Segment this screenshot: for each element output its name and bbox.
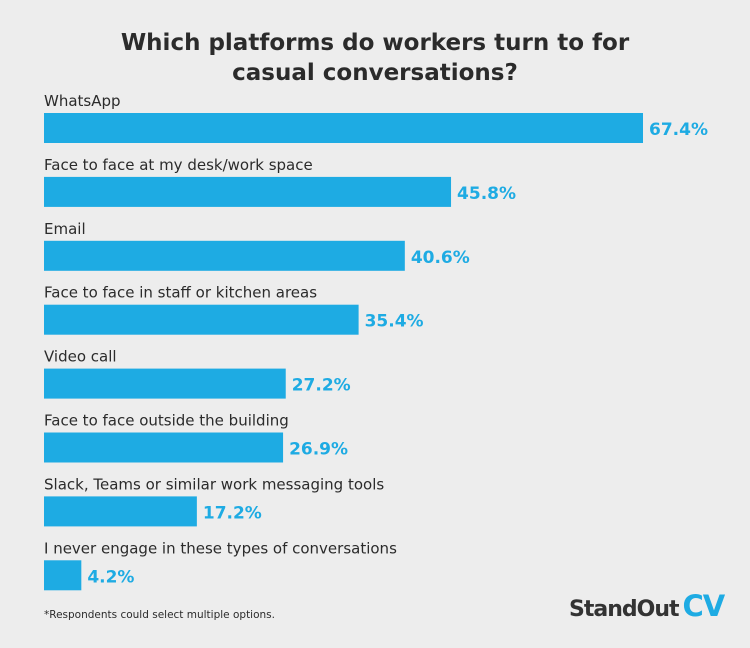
category-label: Slack, Teams or similar work messaging t… <box>44 475 384 493</box>
bar <box>44 240 405 271</box>
bar <box>44 560 82 591</box>
bar <box>44 368 286 399</box>
category-label: Email <box>44 220 86 238</box>
category-label: WhatsApp <box>44 92 121 110</box>
value-label: 17.2% <box>203 503 262 523</box>
value-label: 40.6% <box>411 248 470 268</box>
value-label: 26.9% <box>289 440 348 460</box>
logo-cv-text: CV <box>682 589 726 623</box>
value-label: 45.8% <box>457 184 516 204</box>
category-label: I never engage in these types of convers… <box>44 539 397 557</box>
bar <box>44 432 284 463</box>
category-label: Face to face in staff or kitchen areas <box>44 284 317 302</box>
standout-cv-logo: StandOut CV <box>569 589 726 623</box>
bar <box>44 496 197 527</box>
chart-title: Which platforms do workers turn to for c… <box>0 28 750 88</box>
bar <box>44 176 452 207</box>
category-label: Face to face outside the building <box>44 412 289 430</box>
chart-title-line-1: Which platforms do workers turn to for <box>120 30 630 56</box>
category-label: Face to face at my desk/work space <box>44 156 313 174</box>
footnote: *Respondents could select multiple optio… <box>44 609 275 621</box>
bar <box>44 113 643 143</box>
value-label: 4.2% <box>87 567 134 587</box>
logo-text: StandOut <box>569 597 679 622</box>
bar <box>44 304 359 335</box>
category-label: Video call <box>44 348 117 366</box>
value-label: 35.4% <box>365 312 424 332</box>
chart-title-line-2: casual conversations? <box>232 60 518 86</box>
value-label: 67.4% <box>649 120 708 140</box>
value-label: 27.2% <box>292 376 351 396</box>
